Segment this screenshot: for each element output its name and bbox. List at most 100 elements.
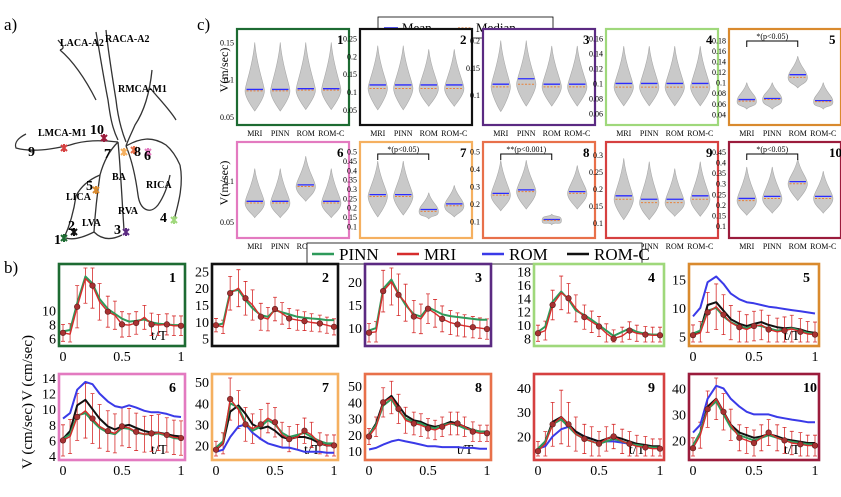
- series-line-rom: [692, 275, 816, 318]
- vessel-branch: [57, 39, 64, 51]
- mri-data-point: [395, 405, 402, 412]
- vessel-branch: [93, 231, 123, 240]
- mri-data-point: [720, 408, 727, 415]
- mri-data-point: [656, 445, 664, 452]
- waveform-panel-number: 4: [648, 271, 655, 286]
- violin-ytick: 0.1: [716, 222, 726, 231]
- waveform-ytick: 30: [195, 418, 209, 433]
- waveform-xlabel: t/T: [151, 329, 168, 344]
- violin-body: [787, 158, 808, 202]
- violin-ytick: 0.05: [343, 106, 357, 115]
- violin-panel-number: 5: [829, 32, 836, 47]
- mri-data-point: [704, 309, 711, 316]
- waveform-xtick: 0: [60, 350, 67, 365]
- vessel-branch: [105, 29, 127, 143]
- vessel-branch: [59, 49, 97, 101]
- violin-ytick: 0.18: [712, 36, 726, 45]
- waveform-xtick: 1: [812, 464, 819, 479]
- waveform-xtick: 1: [812, 350, 819, 365]
- violin-category-label: ROM: [789, 129, 807, 138]
- mri-data-point: [177, 322, 185, 329]
- waveform-panel-number: 1: [169, 271, 176, 286]
- waveform-xtick: 0.5: [745, 350, 763, 365]
- vessel-marker: [70, 228, 78, 236]
- mri-data-point: [163, 431, 170, 439]
- waveform-ytick: 20: [517, 431, 531, 446]
- waveform-xtick: 1: [657, 464, 664, 479]
- violin-ytick: 0.1: [224, 76, 234, 85]
- violin-body: [367, 161, 388, 218]
- vessel-marker: [100, 134, 108, 142]
- vessel-number: 6: [144, 149, 151, 164]
- waveform-xlabel: t/T: [457, 443, 474, 458]
- vessel-number: 7: [104, 147, 111, 162]
- violin-ytick: 0.08: [712, 89, 726, 98]
- violin-body: [639, 161, 660, 221]
- significance-label: *(p<0.05): [756, 145, 788, 154]
- violin-ylabel-bottom: V(m/sec): [217, 161, 231, 206]
- mri-data-point: [565, 295, 572, 302]
- mri-data-point: [380, 288, 387, 295]
- mri-data-point: [483, 325, 491, 333]
- waveform-ytick: 6: [49, 332, 56, 347]
- vessel-marker: [92, 186, 100, 194]
- violin-ytick: 0.3: [716, 180, 726, 189]
- waveform-ytick: 15: [672, 273, 686, 288]
- waveform-ytick: 40: [195, 397, 209, 412]
- waveform-xlabel: t/T: [784, 443, 801, 458]
- violin-ytick: 0.3: [593, 151, 603, 160]
- violin-category-label: MRI: [739, 129, 754, 138]
- violin-ytick: 0.15: [466, 64, 480, 73]
- violin-body: [444, 49, 465, 107]
- violin-category-label: PINN: [640, 242, 659, 251]
- mri-data-point: [626, 440, 633, 447]
- violin-panel: 10 0.45 0.40.35 0.30.25 0.20.15 0.1 MRI PINN ROM…: [712, 140, 841, 251]
- vessel-label: RVA: [118, 206, 139, 217]
- waveform-xtick: 1: [178, 464, 185, 479]
- vessel-label: LICA: [66, 192, 92, 203]
- violin-body: [787, 56, 808, 89]
- mri-data-point: [59, 437, 67, 444]
- line-legend-label: MRI: [424, 245, 456, 264]
- violin-body: [567, 165, 588, 210]
- waveform-ytick: 10: [195, 316, 209, 331]
- waveform-ytick: 40: [517, 382, 531, 397]
- mri-data-point: [89, 415, 96, 422]
- mri-data-point: [750, 322, 758, 330]
- mri-data-point: [549, 421, 556, 428]
- violin-ytick: 0.3: [470, 182, 480, 191]
- waveform-ytick: 25: [195, 265, 209, 280]
- violin-ytick: 0.1: [347, 88, 357, 97]
- violin-ytick: 0.14: [589, 50, 603, 59]
- violin-ytick: 0.15: [589, 202, 603, 211]
- vessel-number: 3: [114, 223, 121, 238]
- mri-data-point: [610, 433, 617, 440]
- waveform-ytick: 30: [672, 408, 686, 423]
- mri-data-point: [212, 322, 220, 329]
- mri-data-point: [736, 324, 743, 331]
- mri-data-point: [581, 314, 588, 321]
- mri-data-point: [118, 321, 126, 328]
- violin-ytick: 0.1: [470, 217, 480, 226]
- waveform-ytick: 10: [348, 445, 362, 460]
- mri-data-point: [177, 434, 185, 442]
- violin-category-label: ROM: [666, 129, 684, 138]
- mri-data-point: [811, 442, 819, 449]
- vessel-number: 8: [134, 145, 141, 160]
- series-line-rom-c: [215, 404, 334, 451]
- violin-ytick: 0.1: [224, 177, 234, 186]
- waveform-xtick: 1: [484, 464, 491, 479]
- vessel-branch: [14, 133, 119, 151]
- waveform-ytick: 10: [42, 403, 56, 418]
- waveform-ytick: 14: [42, 372, 56, 387]
- vessel-marker: [60, 234, 68, 242]
- violin-category-label: PINN: [394, 129, 413, 138]
- violin-category-label: PINN: [271, 242, 290, 251]
- panel-label-b: b): [4, 258, 18, 277]
- violin-ytick: 0.5: [470, 147, 480, 156]
- waveform-ytick: 40: [348, 396, 362, 411]
- mri-data-point: [365, 329, 373, 336]
- mri-data-point: [736, 434, 743, 441]
